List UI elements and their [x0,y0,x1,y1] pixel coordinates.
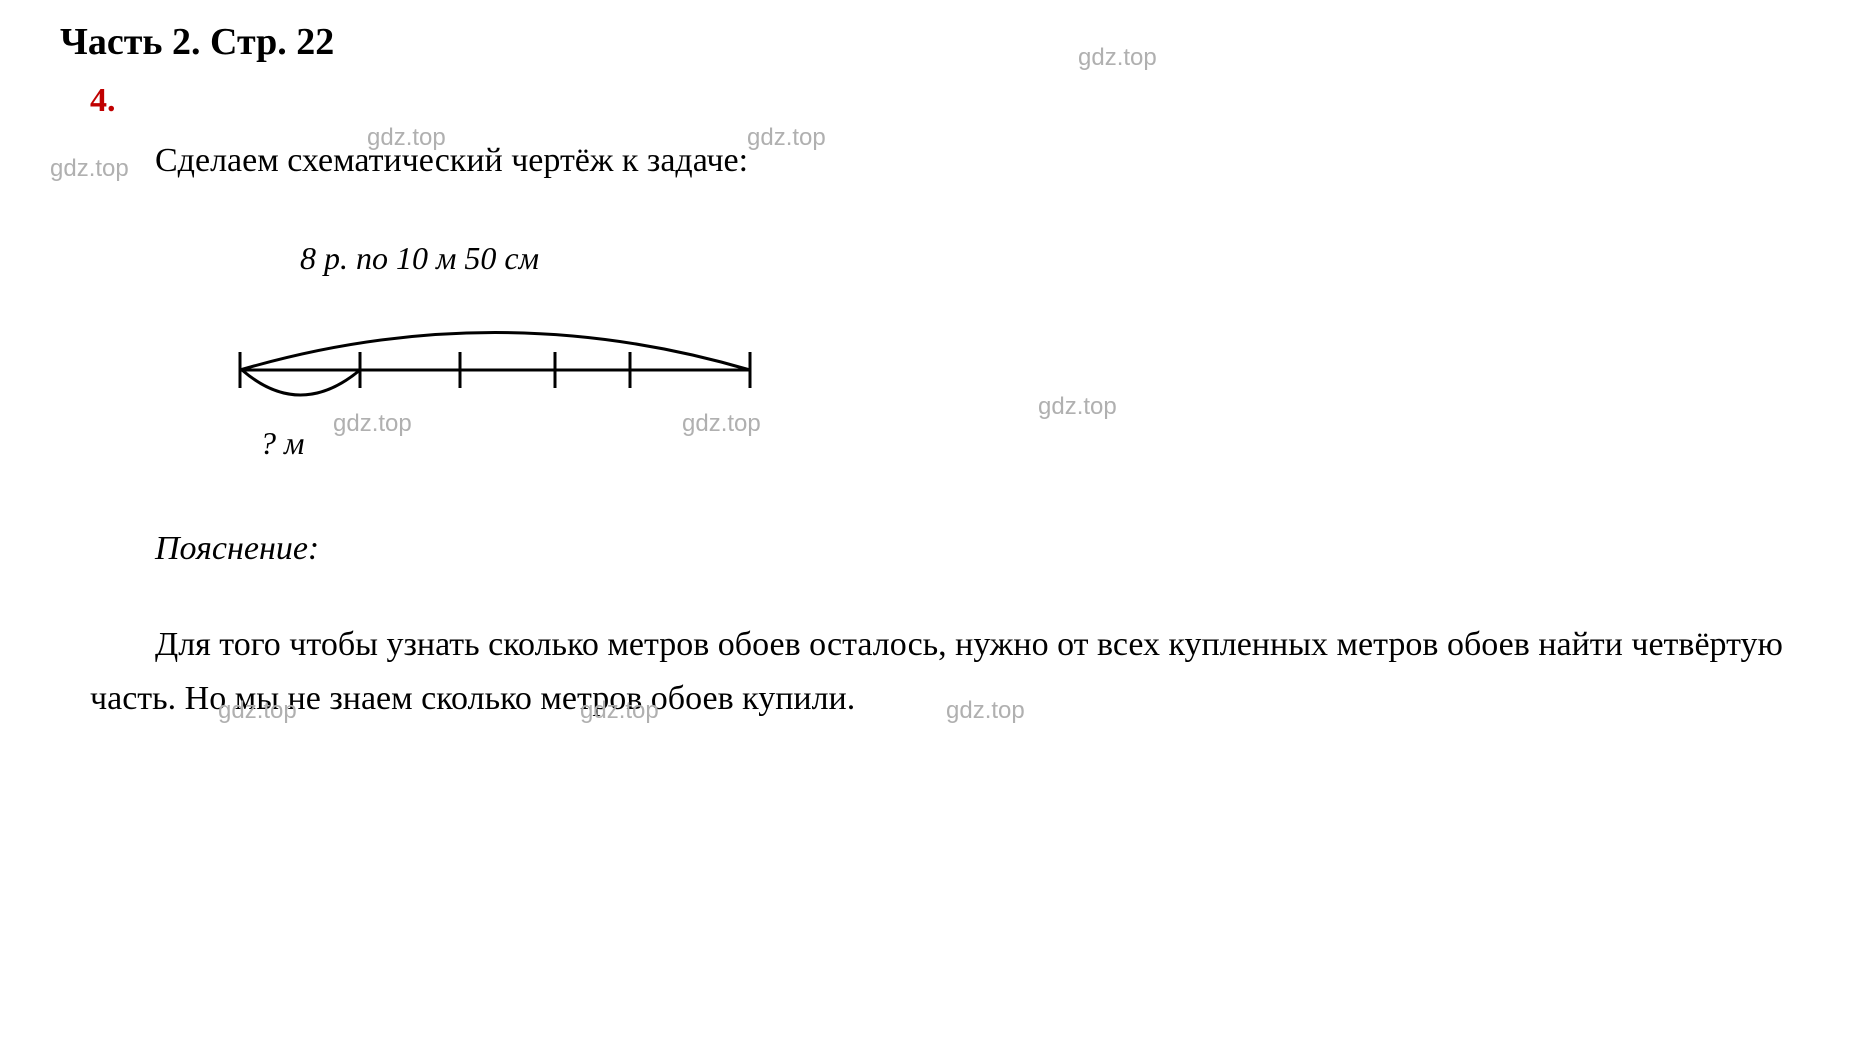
diagram-arc-bottom [242,370,360,395]
explanation-text: Для того чтобы узнать сколько метров обо… [90,618,1794,727]
watermark-3: gdz.top [50,155,129,183]
problem-number: 4. [90,82,1794,120]
instruction-text: Сделаем схематический чертёж к задаче: [155,142,1794,180]
diagram-container: 8 р. по 10 м 50 см ? м [180,240,1794,470]
explanation-title: Пояснение: [155,530,1794,568]
diagram-arc-top [240,333,750,371]
diagram-bottom-label: ? м [260,425,304,462]
header-title: Часть 2. Стр. 22 [60,20,1794,64]
